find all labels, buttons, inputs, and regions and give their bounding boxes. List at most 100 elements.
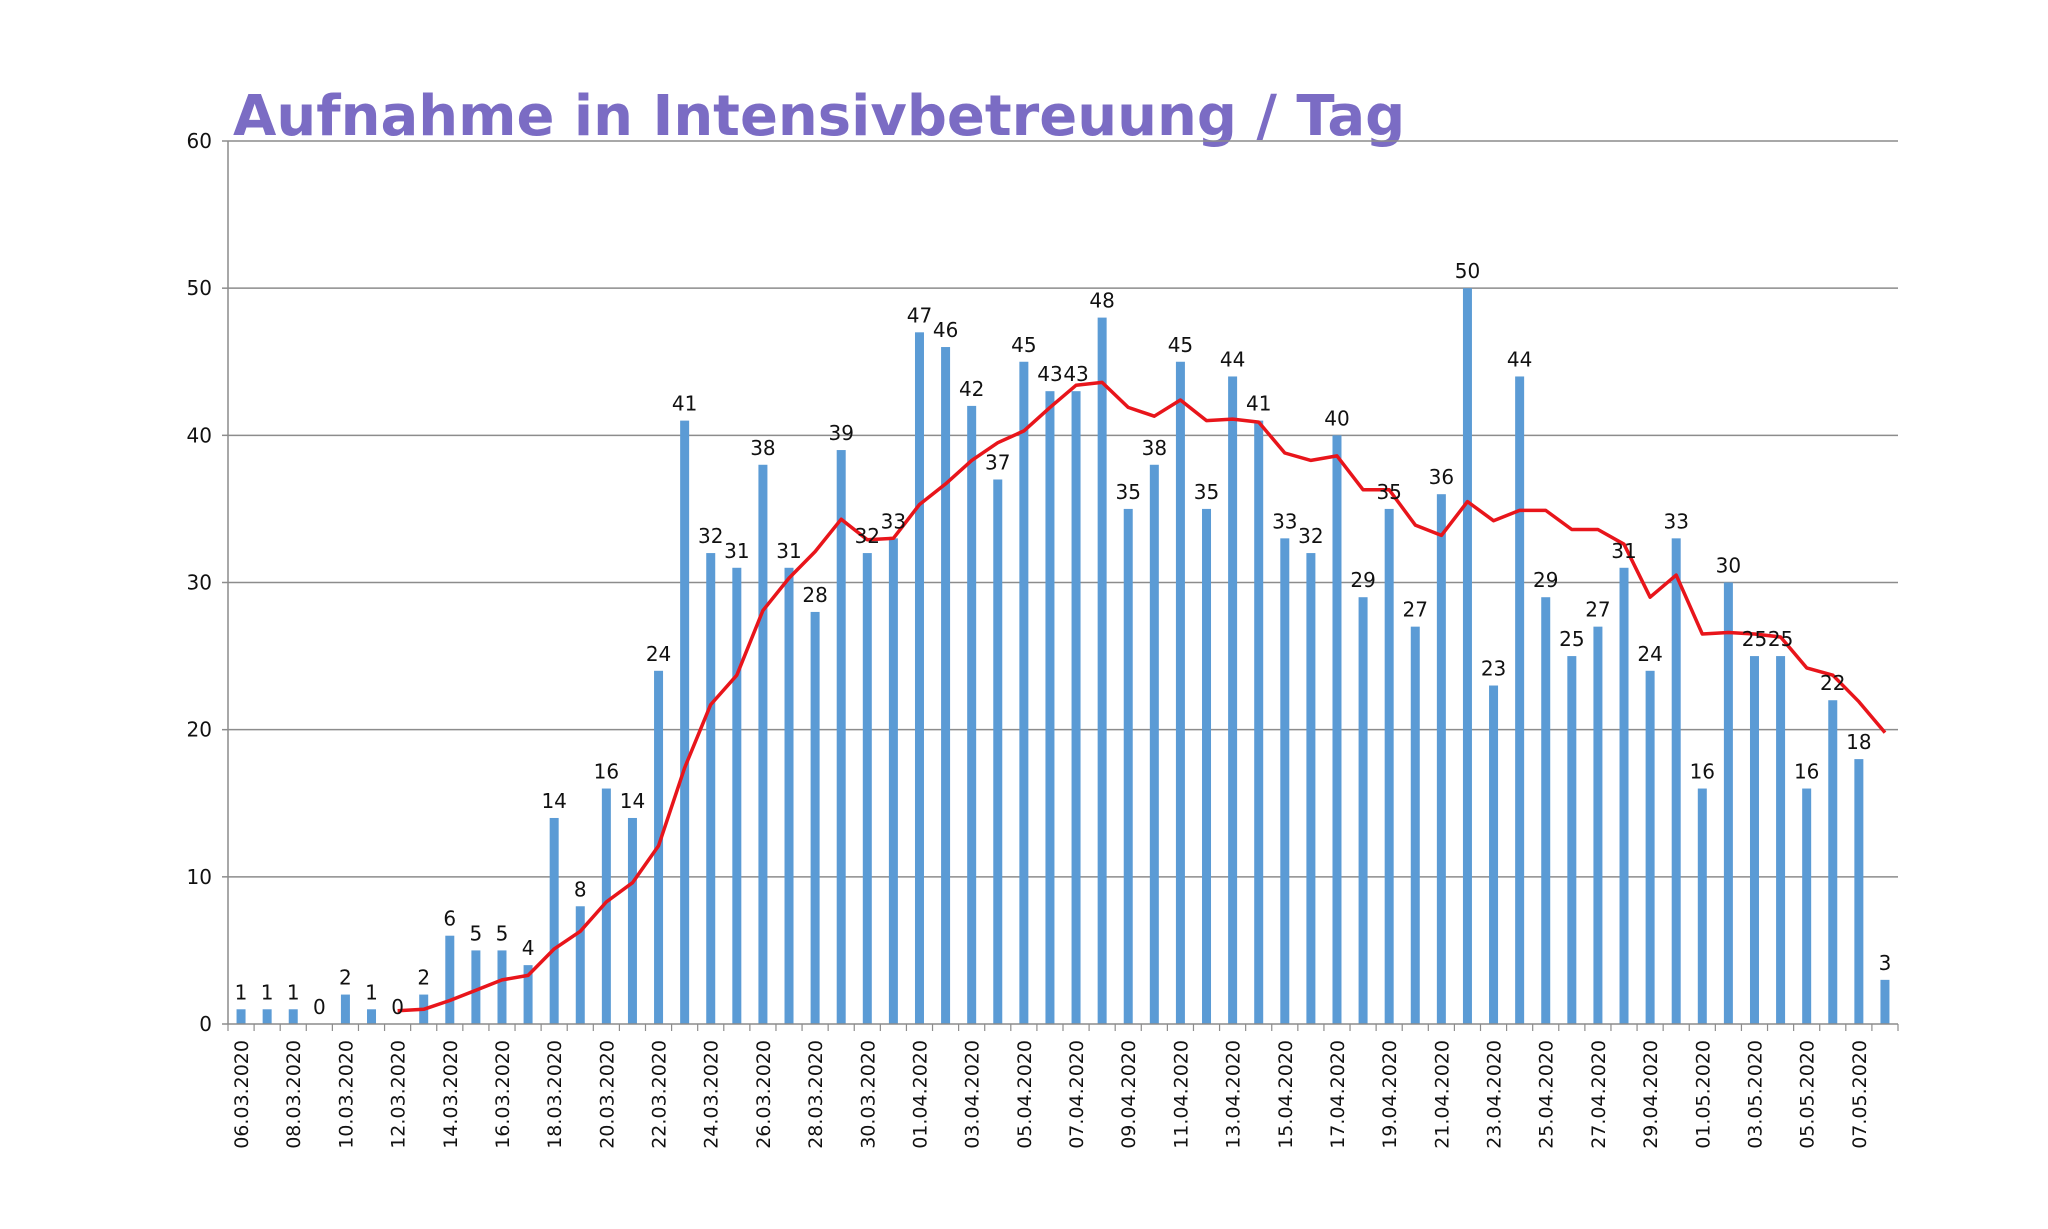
bar xyxy=(1619,567,1629,1024)
data-label: 1 xyxy=(261,980,274,1004)
x-tick-label: 13.04.2020 xyxy=(1223,1040,1245,1149)
bar xyxy=(1593,626,1603,1024)
bar xyxy=(1384,508,1394,1025)
bar xyxy=(1436,494,1446,1024)
data-label: 5 xyxy=(496,921,509,945)
x-tick-label: 19.04.2020 xyxy=(1379,1040,1401,1149)
data-label: 42 xyxy=(959,377,984,401)
data-label: 47 xyxy=(907,303,932,327)
y-tick-label: 0 xyxy=(199,1012,212,1036)
bar xyxy=(471,950,481,1024)
bar xyxy=(1332,435,1342,1024)
data-label: 23 xyxy=(1481,657,1506,681)
bar xyxy=(1410,626,1420,1024)
data-label: 45 xyxy=(1011,333,1036,357)
data-label: 24 xyxy=(646,642,671,666)
bars xyxy=(236,288,1890,1025)
x-tick-label: 05.05.2020 xyxy=(1797,1040,1819,1149)
data-label: 1 xyxy=(365,980,378,1004)
bar xyxy=(367,1009,377,1024)
x-axis-ticks: 06.03.2020 08.03.2020 10.03.2020 12.03.2020… xyxy=(231,1040,1871,1149)
y-axis-ticks: 0 10 20 30 40 50 60 xyxy=(187,129,212,1036)
data-label: 44 xyxy=(1507,347,1532,371)
bar xyxy=(1462,288,1472,1025)
x-tick-label: 10.03.2020 xyxy=(335,1040,357,1149)
data-label: 27 xyxy=(1403,598,1428,622)
y-tick-label: 30 xyxy=(187,571,212,595)
y-tick-label: 60 xyxy=(187,129,212,153)
axes xyxy=(222,140,1899,1031)
bar xyxy=(758,464,768,1024)
bar xyxy=(1776,656,1786,1024)
x-tick-label: 01.05.2020 xyxy=(1692,1040,1714,1149)
data-label: 16 xyxy=(1690,760,1715,784)
bar xyxy=(1567,656,1577,1024)
bar xyxy=(1723,582,1733,1024)
data-label: 32 xyxy=(698,524,723,548)
data-label: 29 xyxy=(1350,568,1375,592)
bar xyxy=(680,420,690,1024)
x-tick-label: 05.04.2020 xyxy=(1014,1040,1036,1149)
x-tick-label: 03.04.2020 xyxy=(962,1040,984,1149)
x-tick-label: 29.04.2020 xyxy=(1640,1040,1662,1149)
bar xyxy=(1019,361,1029,1024)
data-label: 2 xyxy=(339,966,352,990)
data-label: 1 xyxy=(235,980,248,1004)
data-label: 35 xyxy=(1376,480,1401,504)
bar xyxy=(732,567,742,1024)
data-label: 3 xyxy=(1879,951,1892,975)
x-tick-label: 22.03.2020 xyxy=(649,1040,671,1149)
bar xyxy=(1175,361,1185,1024)
data-label: 46 xyxy=(933,318,958,342)
data-label: 24 xyxy=(1637,642,1662,666)
bar xyxy=(1097,317,1107,1025)
x-tick-label: 24.03.2020 xyxy=(701,1040,723,1149)
bar xyxy=(1880,979,1890,1024)
data-label: 37 xyxy=(985,450,1010,474)
x-tick-label: 16.03.2020 xyxy=(492,1040,514,1149)
data-label: 16 xyxy=(1794,760,1819,784)
data-label: 0 xyxy=(313,995,326,1019)
x-tick-label: 09.04.2020 xyxy=(1118,1040,1140,1149)
bar xyxy=(445,935,455,1024)
trend-line xyxy=(397,380,1887,1013)
bar xyxy=(497,950,507,1024)
data-label: 36 xyxy=(1429,465,1454,489)
x-tick-label: 12.03.2020 xyxy=(388,1040,410,1149)
x-tick-label: 21.04.2020 xyxy=(1431,1040,1453,1149)
bar xyxy=(601,788,611,1024)
data-label: 30 xyxy=(1716,554,1741,578)
x-tick-label: 15.04.2020 xyxy=(1275,1040,1297,1149)
data-label: 25 xyxy=(1742,627,1767,651)
data-label: 40 xyxy=(1324,406,1349,430)
bar xyxy=(627,817,637,1024)
bar xyxy=(862,553,872,1024)
x-tick-label: 26.03.2020 xyxy=(753,1040,775,1149)
bar xyxy=(1828,700,1838,1024)
data-label: 27 xyxy=(1585,598,1610,622)
bar xyxy=(1541,597,1551,1024)
data-label: 44 xyxy=(1220,347,1245,371)
data-label: 33 xyxy=(1272,509,1297,533)
bar xyxy=(784,567,794,1024)
data-label: 4 xyxy=(522,936,535,960)
bar xyxy=(967,405,977,1024)
data-label: 16 xyxy=(594,760,619,784)
data-label: 41 xyxy=(1246,392,1271,416)
x-tick-label: 06.03.2020 xyxy=(231,1040,253,1149)
x-tick-label: 07.05.2020 xyxy=(1849,1040,1871,1149)
data-label: 35 xyxy=(1194,480,1219,504)
data-label: 25 xyxy=(1768,627,1793,651)
data-label: 41 xyxy=(672,392,697,416)
data-label: 43 xyxy=(1063,362,1088,386)
bar xyxy=(575,906,585,1024)
data-label: 31 xyxy=(776,539,801,563)
bar xyxy=(1802,788,1812,1024)
data-label: 50 xyxy=(1455,259,1480,283)
data-label: 18 xyxy=(1846,730,1871,754)
bar xyxy=(1358,597,1368,1024)
x-tick-label: 20.03.2020 xyxy=(596,1040,618,1149)
